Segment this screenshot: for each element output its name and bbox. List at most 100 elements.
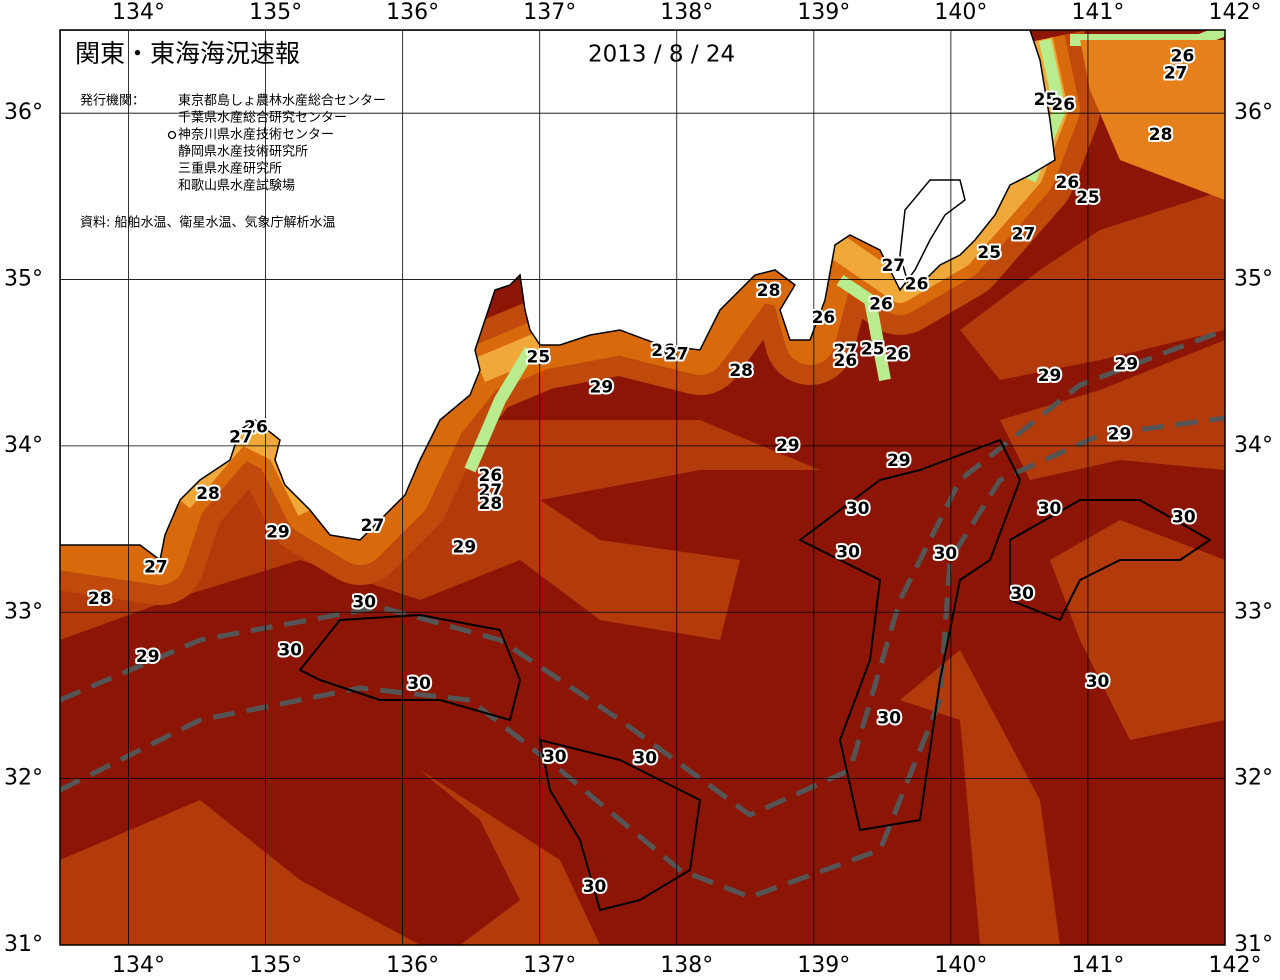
contour-label: 29	[1114, 354, 1138, 374]
lon-label-top: 136°	[386, 0, 439, 25]
agency: 静岡県水産技術研究所	[178, 144, 308, 160]
sea-28-north	[1080, 40, 1225, 200]
axes: 134° 134° 135° 135° 136° 136° 137° 137° 138° 138°…	[4, 0, 1273, 978]
sst-field	[60, 30, 1225, 945]
lat-label-left: 34°	[4, 433, 43, 458]
contour-label: 25	[1076, 188, 1100, 208]
lon-label-bottom: 135°	[249, 953, 302, 978]
contour-label: 25	[977, 243, 1001, 263]
contour-label: 25	[861, 339, 885, 359]
lon-label-bottom: 136°	[386, 953, 439, 978]
lat-label-left: 32°	[4, 766, 43, 791]
map-frame	[59, 29, 1226, 946]
lon-label-top: 135°	[249, 0, 302, 25]
contour-label: 27	[144, 557, 168, 577]
lat-label-left: 36°	[4, 100, 43, 125]
lon-label-bottom: 139°	[797, 953, 850, 978]
contour-label: 26	[1051, 95, 1075, 115]
contour-label: 30	[278, 641, 302, 661]
contour-label: 27	[834, 341, 858, 361]
contour-label: 28	[88, 589, 112, 609]
contour-label: 30	[846, 499, 870, 519]
contour-label: 27	[361, 516, 385, 536]
contour-label: 26	[886, 344, 910, 364]
agency: 三重県水産研究所	[178, 161, 282, 177]
contour-label: 26	[869, 295, 893, 315]
contour-label: 30	[633, 749, 657, 769]
contour-label: 27	[1012, 225, 1036, 245]
sea-29b	[60, 190, 1225, 945]
lat-label-left: 31°	[4, 932, 43, 957]
contour-label: 28	[196, 484, 220, 504]
contour-label: 26	[479, 466, 503, 486]
agency-list: 東京都島しょ農林水産総合センター千葉県水産総合研究センター神奈川県水産技術センタ…	[178, 93, 386, 194]
contour-label: 26	[905, 275, 929, 295]
contour-label: 26	[834, 351, 858, 371]
lon-label-top: 142°	[1209, 0, 1262, 25]
contour-label: 29	[887, 451, 911, 471]
lon-label-bottom: 141°	[1071, 953, 1124, 978]
contour-label: 26	[244, 418, 268, 438]
contour-label: 27	[229, 428, 253, 448]
date: 2013 / 8 / 24	[588, 42, 735, 68]
contour-label: 30	[352, 592, 376, 612]
agency: 和歌山県水産試験場	[178, 178, 295, 194]
sea-25-band	[464, 30, 1225, 473]
graticule	[60, 30, 1225, 945]
agency: 千葉県水産総合研究センター	[178, 110, 347, 126]
title: 関東・東海海況速報	[75, 39, 300, 68]
lat-label-left: 35°	[4, 267, 43, 292]
contour-label: 29	[452, 537, 476, 557]
contour-label: 27	[479, 481, 503, 501]
contour-label: 26	[1056, 173, 1080, 193]
contour-label: 30	[934, 544, 958, 564]
contour-label: 29	[266, 522, 290, 542]
contour-label: 30	[583, 877, 607, 897]
lon-label-top: 137°	[523, 0, 576, 25]
contour-label: 30	[407, 674, 431, 694]
lon-label-bottom: 134°	[112, 953, 165, 978]
contour-label: 30	[1172, 507, 1196, 527]
contour-30	[299, 439, 1211, 911]
kuroshio-axis-south	[60, 415, 1225, 900]
lat-label-right: 36°	[1234, 100, 1273, 125]
lon-label-top: 134°	[112, 0, 165, 25]
contour-label: 27	[665, 344, 689, 364]
contour-label: 25	[1034, 90, 1058, 110]
lat-label-right: 34°	[1234, 433, 1273, 458]
contour-label: 29	[1038, 366, 1062, 386]
lon-label-bottom: 137°	[523, 953, 576, 978]
contour-label: 26	[651, 341, 675, 361]
lat-label-right: 31°	[1234, 932, 1273, 957]
contour-label: 28	[757, 281, 781, 301]
contour-label: 29	[776, 436, 800, 456]
contour-label: 26	[812, 308, 836, 328]
contour-label: 30	[1010, 584, 1034, 604]
lon-label-top: 138°	[660, 0, 713, 25]
contour-label: 30	[543, 747, 567, 767]
lon-label-top: 141°	[1071, 0, 1124, 25]
contour-label: 27	[881, 256, 905, 276]
contour-label: 30	[1038, 499, 1062, 519]
contour-label: 28	[729, 361, 753, 381]
contour-label: 28	[479, 494, 503, 514]
lon-label-top: 139°	[797, 0, 850, 25]
contour-label: 27	[1164, 63, 1188, 83]
sea-29	[60, 420, 820, 640]
agency: 神奈川県水産技術センター	[178, 127, 334, 143]
contour-label: 29	[590, 378, 614, 398]
issuers-label: 発行機関：	[80, 94, 145, 109]
kuroshio-axis-north	[60, 327, 1225, 818]
kanagawa-marker	[167, 130, 177, 140]
lat-label-right: 35°	[1234, 267, 1273, 292]
source: 資料: 船舶水温、衛星水温、気象庁解析水温	[80, 215, 336, 231]
lon-label-bottom: 142°	[1209, 953, 1262, 978]
lat-label-right: 33°	[1234, 599, 1273, 624]
lon-label-top: 140°	[934, 0, 987, 25]
lat-label-right: 32°	[1234, 766, 1273, 791]
contour-label: 29	[136, 647, 160, 667]
contour-label: 30	[836, 542, 860, 562]
contour-label: 30	[877, 709, 901, 729]
